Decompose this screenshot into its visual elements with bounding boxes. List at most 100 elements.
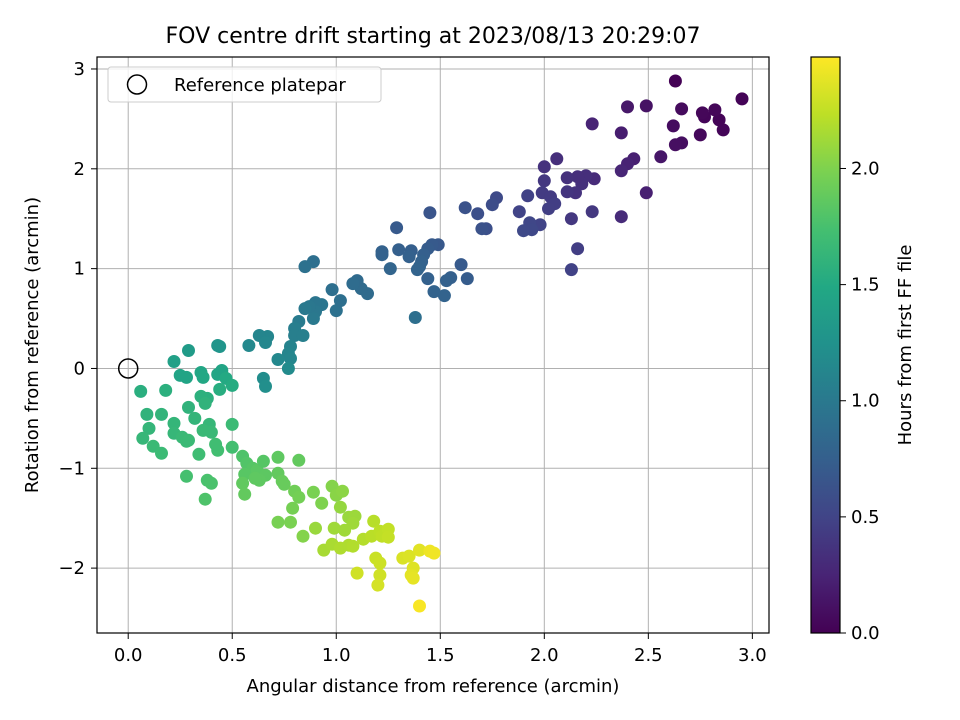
- data-point: [338, 523, 352, 537]
- data-point: [408, 311, 422, 324]
- chart-title: FOV centre drift starting at 2023/08/13 …: [166, 24, 701, 49]
- legend-label: Reference platepar: [174, 75, 346, 96]
- colorbar-tick-label: 0.0: [851, 623, 880, 644]
- data-point: [550, 152, 564, 166]
- data-point: [375, 245, 389, 259]
- data-point: [209, 437, 223, 451]
- data-point: [406, 571, 420, 585]
- data-point: [286, 501, 300, 515]
- data-point: [167, 355, 181, 368]
- y-tick-label: 2: [74, 159, 85, 180]
- data-point: [423, 206, 437, 220]
- data-point: [159, 383, 173, 397]
- data-point: [182, 433, 195, 447]
- data-point: [735, 92, 749, 106]
- data-point: [614, 210, 628, 224]
- data-point: [427, 285, 441, 299]
- data-point: [471, 207, 485, 221]
- data-point: [196, 370, 210, 384]
- y-tick-label: −2: [58, 558, 85, 579]
- data-point: [225, 440, 239, 454]
- data-point: [281, 362, 295, 375]
- colorbar-label: Hours from first FF file: [895, 245, 916, 446]
- reference-platepar-marker: [117, 358, 139, 379]
- data-point: [155, 446, 168, 460]
- data-point: [271, 353, 285, 366]
- data-point: [329, 304, 343, 318]
- data-point: [225, 417, 239, 431]
- data-point: [298, 260, 312, 274]
- data-point: [402, 250, 416, 264]
- data-point: [336, 484, 349, 498]
- x-tick-label: 0.0: [114, 645, 143, 666]
- grid-lines: [97, 57, 769, 633]
- data-point: [668, 138, 682, 152]
- data-point: [284, 352, 297, 365]
- data-point: [542, 202, 555, 216]
- data-point: [695, 106, 709, 120]
- colorbar-gradient: [810, 56, 841, 634]
- data-point: [571, 170, 585, 184]
- data-point: [708, 103, 722, 117]
- data-point: [325, 283, 339, 297]
- data-point: [712, 113, 726, 127]
- data-point: [211, 339, 225, 352]
- data-point: [236, 476, 250, 490]
- data-point: [675, 102, 689, 116]
- data-point: [560, 185, 574, 199]
- data-point: [259, 336, 272, 349]
- data-point: [346, 539, 360, 553]
- data-point: [242, 339, 256, 352]
- data-point: [440, 274, 453, 288]
- data-point: [271, 450, 285, 464]
- data-point: [383, 262, 397, 276]
- data-point: [458, 201, 472, 215]
- data-point: [155, 407, 168, 421]
- data-point: [427, 546, 441, 560]
- data-point: [292, 490, 306, 504]
- data-point: [666, 119, 680, 133]
- data-point: [585, 205, 599, 219]
- data-point: [182, 344, 195, 357]
- data-point: [454, 258, 468, 272]
- data-point: [485, 198, 499, 212]
- data-point: [306, 485, 320, 499]
- legend: Reference platepar: [107, 66, 382, 103]
- x-tick-label: 2.0: [530, 645, 559, 666]
- data-point: [410, 263, 424, 277]
- data-point: [284, 515, 297, 529]
- data-point: [315, 496, 329, 510]
- data-point: [475, 222, 489, 236]
- x-axis-ticks: 0.0 0.5 1.0 1.5 2.0 2.5 3.0: [114, 633, 767, 666]
- data-point: [225, 378, 239, 392]
- data-point: [413, 543, 426, 557]
- colorbar-tick-label: 2.0: [851, 158, 880, 179]
- data-point: [136, 431, 150, 445]
- data-point: [256, 454, 270, 468]
- data-point: [292, 453, 306, 467]
- data-point: [277, 477, 291, 491]
- data-point: [180, 469, 193, 483]
- x-axis-label: Angular distance from reference (arcmin): [247, 676, 620, 697]
- data-point: [198, 396, 212, 410]
- data-point: [537, 160, 551, 174]
- x-tick-label: 0.5: [218, 645, 247, 666]
- data-point: [437, 289, 451, 303]
- x-tick-label: 1.5: [426, 645, 455, 666]
- data-point: [134, 384, 148, 398]
- colorbar-tick-label: 1.0: [851, 391, 880, 412]
- colorbar-ticks: 0.0 0.5 1.0 1.5 2.0: [840, 158, 880, 644]
- data-point: [639, 186, 653, 200]
- data-point: [392, 243, 406, 257]
- data-point: [367, 514, 381, 528]
- data-point: [373, 556, 387, 570]
- data-point: [560, 171, 574, 185]
- data-point: [521, 189, 535, 203]
- plot-frame: [96, 56, 770, 634]
- data-point: [167, 416, 181, 430]
- colorbar-tick-label: 0.5: [851, 507, 880, 528]
- y-tick-label: 3: [74, 59, 85, 80]
- legend-box: [107, 66, 382, 103]
- data-point: [180, 370, 193, 384]
- y-axis-ticks: −2 −1 0 1 2 3: [58, 59, 97, 579]
